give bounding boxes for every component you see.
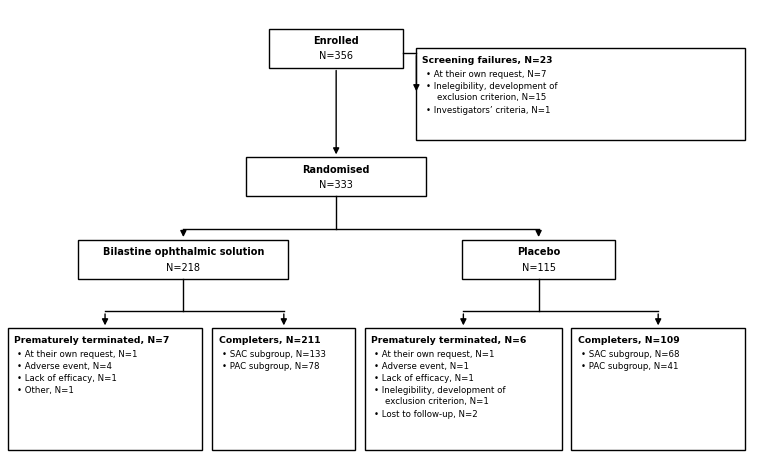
Text: Screening failures, N=23: Screening failures, N=23 [422, 56, 553, 66]
Text: • At their own request, N=7: • At their own request, N=7 [426, 70, 546, 79]
Text: Prematurely terminated, N=7: Prematurely terminated, N=7 [14, 336, 169, 346]
Text: N=218: N=218 [167, 263, 200, 273]
Text: • At their own request, N=1: • At their own request, N=1 [374, 350, 495, 359]
Text: • Lack of efficacy, N=1: • Lack of efficacy, N=1 [374, 374, 474, 383]
Text: Completers, N=211: Completers, N=211 [219, 336, 320, 346]
Text: N=333: N=333 [319, 180, 353, 190]
Bar [212, 328, 355, 450]
Text: • Adverse event, N=4: • Adverse event, N=4 [17, 362, 112, 371]
Text: Bilastine ophthalmic solution: Bilastine ophthalmic solution [102, 247, 264, 257]
Text: • PAC subgroup, N=78: • PAC subgroup, N=78 [222, 362, 319, 371]
Bar [247, 157, 426, 196]
Text: Prematurely terminated, N=6: Prematurely terminated, N=6 [371, 336, 526, 346]
Text: • SAC subgroup, N=133: • SAC subgroup, N=133 [222, 350, 325, 359]
Text: • Inelegibility, development of
    exclusion criterion, N=15: • Inelegibility, development of exclusio… [426, 82, 557, 102]
Text: N=115: N=115 [522, 263, 555, 273]
Text: • Lost to follow-up, N=2: • Lost to follow-up, N=2 [374, 410, 478, 419]
Bar [416, 48, 745, 140]
Text: • Inelegibility, development of
    exclusion criterion, N=1: • Inelegibility, development of exclusio… [374, 386, 506, 406]
Text: • SAC subgroup, N=68: • SAC subgroup, N=68 [581, 350, 679, 359]
Text: Randomised: Randomised [303, 165, 370, 175]
Bar [270, 28, 403, 67]
Bar [8, 328, 202, 450]
Text: • Other, N=1: • Other, N=1 [17, 386, 73, 395]
Text: • At their own request, N=1: • At their own request, N=1 [17, 350, 138, 359]
Bar [78, 240, 289, 279]
Text: Completers, N=109: Completers, N=109 [578, 336, 679, 346]
Text: N=356: N=356 [319, 51, 353, 62]
Text: • Investigators’ criteria, N=1: • Investigators’ criteria, N=1 [426, 106, 550, 115]
Text: • Lack of efficacy, N=1: • Lack of efficacy, N=1 [17, 374, 117, 383]
Bar [571, 328, 745, 450]
Text: Placebo: Placebo [517, 247, 560, 257]
Text: Enrolled: Enrolled [313, 36, 359, 46]
Bar [462, 240, 615, 279]
Text: • PAC subgroup, N=41: • PAC subgroup, N=41 [581, 362, 678, 371]
Text: • Adverse event, N=1: • Adverse event, N=1 [374, 362, 469, 371]
Bar [365, 328, 562, 450]
